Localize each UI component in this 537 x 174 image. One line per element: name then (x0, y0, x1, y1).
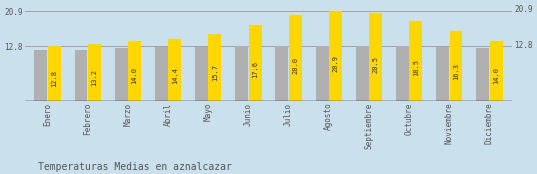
Bar (476, 48, 489, 101)
Text: 17.6: 17.6 (252, 61, 258, 78)
Bar (409, 21, 422, 101)
Bar (249, 25, 262, 101)
Bar (436, 47, 449, 101)
Bar (34, 50, 47, 101)
Text: 14.4: 14.4 (172, 67, 178, 84)
Bar (235, 46, 248, 101)
Bar (88, 44, 101, 101)
Text: 14.0: 14.0 (132, 68, 137, 84)
Bar (356, 46, 369, 101)
Bar (155, 47, 168, 101)
Bar (449, 31, 462, 101)
Bar (275, 46, 288, 101)
Bar (115, 48, 128, 101)
Bar (48, 46, 61, 101)
Text: 12.8: 12.8 (51, 70, 57, 87)
Bar (195, 47, 208, 101)
Text: 16.3: 16.3 (453, 63, 459, 80)
Bar (396, 46, 409, 101)
Bar (168, 39, 181, 101)
Bar (329, 11, 342, 101)
Text: 20.9: 20.9 (332, 55, 338, 72)
Text: 20.0: 20.0 (292, 57, 298, 74)
Text: 13.2: 13.2 (91, 69, 97, 86)
Bar (289, 15, 302, 101)
Bar (208, 34, 221, 101)
Text: 20.5: 20.5 (373, 56, 379, 73)
Bar (490, 41, 503, 101)
Text: 14.0: 14.0 (493, 68, 499, 84)
Bar (128, 41, 141, 101)
Bar (75, 49, 88, 101)
Bar (369, 13, 382, 101)
Text: 15.7: 15.7 (212, 64, 218, 81)
Text: Temperaturas Medias en aznalcazar: Temperaturas Medias en aznalcazar (38, 162, 231, 172)
Bar (316, 46, 329, 101)
Text: 18.5: 18.5 (413, 59, 419, 76)
